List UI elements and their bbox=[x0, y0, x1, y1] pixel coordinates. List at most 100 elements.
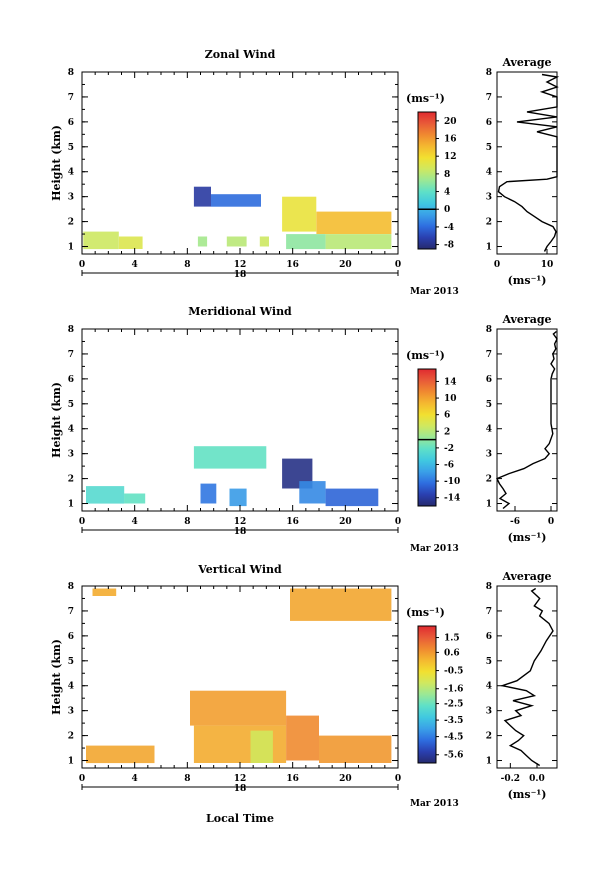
y-tick-label: 2 bbox=[68, 475, 74, 485]
profile-frame bbox=[496, 328, 558, 512]
profile-line bbox=[499, 587, 554, 767]
y-tick-label: 3 bbox=[68, 707, 74, 717]
profile-y-tick-label: 4 bbox=[486, 168, 492, 178]
x-tick-label: 4 bbox=[132, 774, 138, 784]
profile-y-tick-label: 7 bbox=[486, 93, 492, 103]
x-tick-label: 0 bbox=[395, 517, 401, 527]
profile-y-tick-label: 3 bbox=[486, 193, 492, 203]
date-label-vertical: Mar 2013 bbox=[410, 799, 459, 809]
profile-y-tick-label: 1 bbox=[486, 500, 492, 510]
profile-y-tick-label: 2 bbox=[486, 218, 492, 228]
colorbar-tick-label: 0 bbox=[444, 205, 450, 215]
profile-x-label: (ms⁻¹) bbox=[508, 531, 547, 544]
colorbar-tick-label: 0.6 bbox=[444, 648, 460, 658]
profile-y-tick-label: 5 bbox=[486, 143, 492, 153]
profile-y-tick-label: 6 bbox=[486, 375, 492, 385]
colorbar-tick-label: -4 bbox=[444, 223, 454, 233]
colorbar-tick-label: 12 bbox=[444, 152, 457, 162]
colorbar-tick-label: -2 bbox=[444, 444, 454, 454]
profile-frame bbox=[496, 585, 558, 769]
day-label: 18 bbox=[234, 270, 247, 280]
profile-y-tick-label: 5 bbox=[486, 657, 492, 667]
y-tick-label: 5 bbox=[68, 400, 74, 410]
profile-title: Average bbox=[501, 570, 551, 583]
colorbar-tick-label: -5.6 bbox=[444, 751, 463, 761]
x-tick-label: 20 bbox=[339, 517, 352, 527]
colorbar-units: (ms⁻¹) bbox=[406, 92, 445, 105]
colorbar-tick-label: -8 bbox=[444, 241, 454, 251]
profile-y-tick-label: 8 bbox=[486, 582, 492, 592]
profile-vertical: Average 1 2 3 4 5 6 7 8 -0.2 0.0 (ms⁻¹) bbox=[486, 570, 558, 801]
data-patch bbox=[316, 211, 392, 234]
profile-zonal: Average 1 2 3 4 5 6 7 8 0 10 (ms⁻¹) bbox=[486, 56, 560, 287]
x-tick-label: 8 bbox=[184, 517, 190, 527]
data-patch bbox=[118, 236, 143, 249]
colorbar-tick-label: -2.5 bbox=[444, 700, 463, 710]
y-tick-label: 6 bbox=[68, 632, 74, 642]
profile-x-tick-label: -6 bbox=[510, 517, 520, 527]
profile-frame bbox=[496, 71, 558, 255]
y-tick-label: 3 bbox=[68, 450, 74, 460]
colorbar-tick-label: -14 bbox=[444, 494, 460, 504]
title-zonal: Zonal Wind bbox=[205, 48, 276, 61]
y-tick-label: 7 bbox=[68, 607, 74, 617]
colorbar-bar bbox=[417, 625, 437, 764]
colorbar-tick-label: -10 bbox=[444, 477, 460, 487]
x-tick-label: 12 bbox=[234, 260, 247, 270]
y-axis-label: Height (km) bbox=[50, 125, 63, 201]
y-tick-label: 6 bbox=[68, 118, 74, 128]
colorbar-tick-label: 4 bbox=[444, 188, 450, 198]
x-tick-label: 0 bbox=[79, 517, 85, 527]
colorbar-tick-label: -1.6 bbox=[444, 685, 463, 695]
profile-title: Average bbox=[501, 56, 551, 69]
profile-y-tick-label: 6 bbox=[486, 118, 492, 128]
data-patch bbox=[197, 236, 208, 247]
colorbar-tick-label: 14 bbox=[444, 377, 457, 387]
profile-y-tick-label: 3 bbox=[486, 707, 492, 717]
y-tick-label: 8 bbox=[68, 582, 74, 592]
colorbar-units: (ms⁻¹) bbox=[406, 606, 445, 619]
x-tick-label: 8 bbox=[184, 774, 190, 784]
data-patch bbox=[193, 446, 267, 469]
colorbar-zonal: (ms⁻¹) 20 16 12 8 4 0 -4 -8 bbox=[406, 92, 457, 251]
data-patch bbox=[259, 236, 269, 247]
y-tick-label: 4 bbox=[68, 168, 74, 178]
data-patch bbox=[226, 236, 247, 247]
y-tick-label: 1 bbox=[68, 243, 74, 253]
colorbar-tick-label: 16 bbox=[444, 135, 457, 145]
colorbar-tick-label: 10 bbox=[444, 394, 457, 404]
colorbar-vertical: (ms⁻¹) 1.5 0.6 -0.5 -1.6 -2.5 -3.5 -4.5 -5.6 bbox=[406, 606, 463, 764]
profile-y-tick-label: 8 bbox=[486, 325, 492, 335]
title-vertical: Vertical Wind bbox=[197, 563, 282, 576]
profile-title: Average bbox=[501, 313, 551, 326]
date-label-meridional: Mar 2013 bbox=[410, 544, 459, 554]
profile-x-tick-label: 0 bbox=[548, 517, 554, 527]
profile-y-tick-label: 8 bbox=[486, 68, 492, 78]
profile-x-tick-label: 0 bbox=[494, 260, 500, 270]
data-patch bbox=[325, 488, 379, 507]
colorbar-bar bbox=[417, 111, 437, 250]
y-axis-label: Height (km) bbox=[50, 382, 63, 458]
title-meridional: Meridional Wind bbox=[188, 305, 292, 318]
data-patch bbox=[83, 231, 119, 250]
x-tick-label: 20 bbox=[339, 260, 352, 270]
x-tick-label: 12 bbox=[234, 517, 247, 527]
colorbar-tick-label: 1.5 bbox=[444, 634, 460, 644]
y-tick-label: 2 bbox=[68, 732, 74, 742]
day-label: 18 bbox=[234, 784, 247, 794]
x-tick-label: 16 bbox=[286, 260, 299, 270]
data-patch bbox=[282, 196, 317, 232]
x-tick-label: 0 bbox=[79, 260, 85, 270]
profile-y-tick-label: 1 bbox=[486, 243, 492, 253]
profile-x-tick-label: 10 bbox=[541, 260, 554, 270]
x-tick-label: 20 bbox=[339, 774, 352, 784]
y-tick-label: 5 bbox=[68, 143, 74, 153]
data-patch bbox=[124, 493, 146, 504]
